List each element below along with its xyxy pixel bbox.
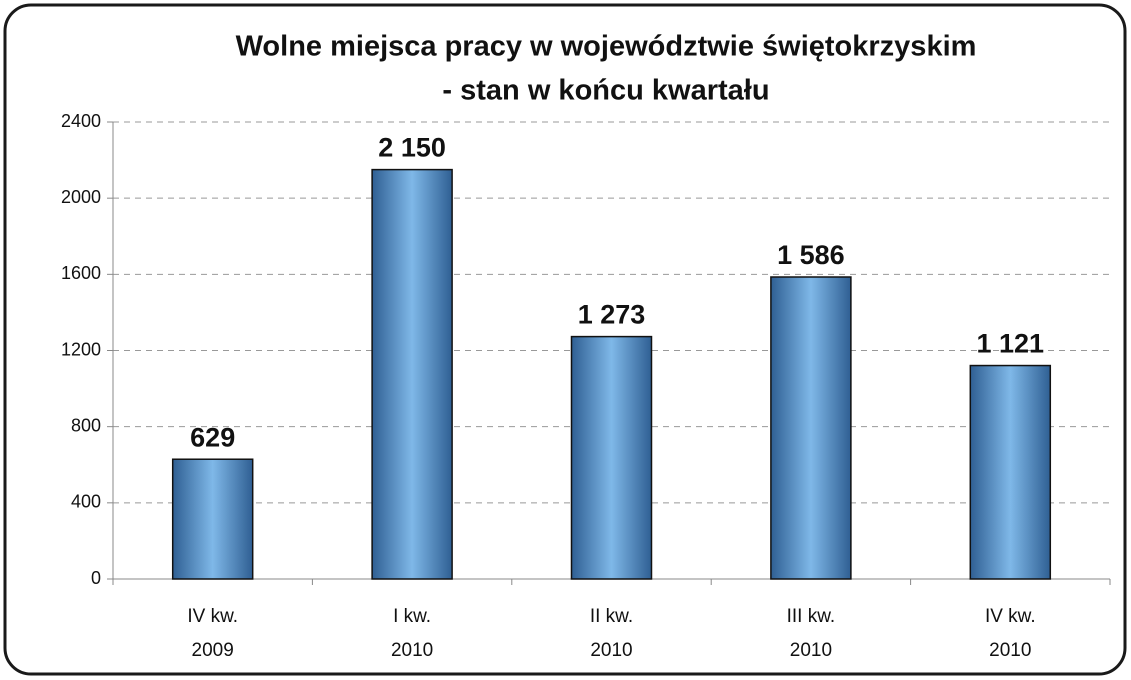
- bar: [171, 458, 254, 580]
- x-tick-label: 2010: [790, 640, 832, 661]
- x-tick-label: I kw.: [393, 606, 431, 627]
- chart-title: Wolne miejsca pracy w województwie święt…: [236, 31, 977, 63]
- value-label: 629: [190, 422, 235, 452]
- value-label: 2 150: [378, 133, 446, 163]
- bar: [770, 276, 852, 580]
- y-tick-label: 400: [71, 492, 101, 512]
- chart-title: - stan w końcu kwartału: [442, 75, 769, 107]
- y-tick-label: 0: [91, 568, 101, 588]
- y-tick-label: 2000: [61, 187, 101, 207]
- value-label: 1 273: [578, 300, 646, 330]
- bar: [969, 364, 1052, 580]
- x-tick-label: IV kw.: [985, 606, 1036, 627]
- value-label: 1 586: [777, 240, 845, 270]
- x-tick-label: 2010: [391, 640, 433, 661]
- x-tick-label: 2010: [590, 640, 632, 661]
- x-tick-label: 2009: [192, 640, 234, 661]
- x-tick-label: IV kw.: [187, 606, 238, 627]
- y-tick-label: 2400: [61, 111, 101, 131]
- y-tick-label: 1600: [61, 263, 101, 283]
- x-tick-label: III kw.: [787, 606, 836, 627]
- x-tick-label: 2010: [989, 640, 1031, 661]
- bar: [570, 335, 653, 580]
- y-tick-label: 800: [71, 415, 101, 435]
- bar: [371, 168, 453, 580]
- value-label: 1 121: [977, 329, 1045, 359]
- y-tick-label: 1200: [61, 339, 101, 359]
- x-tick-label: II kw.: [590, 606, 633, 627]
